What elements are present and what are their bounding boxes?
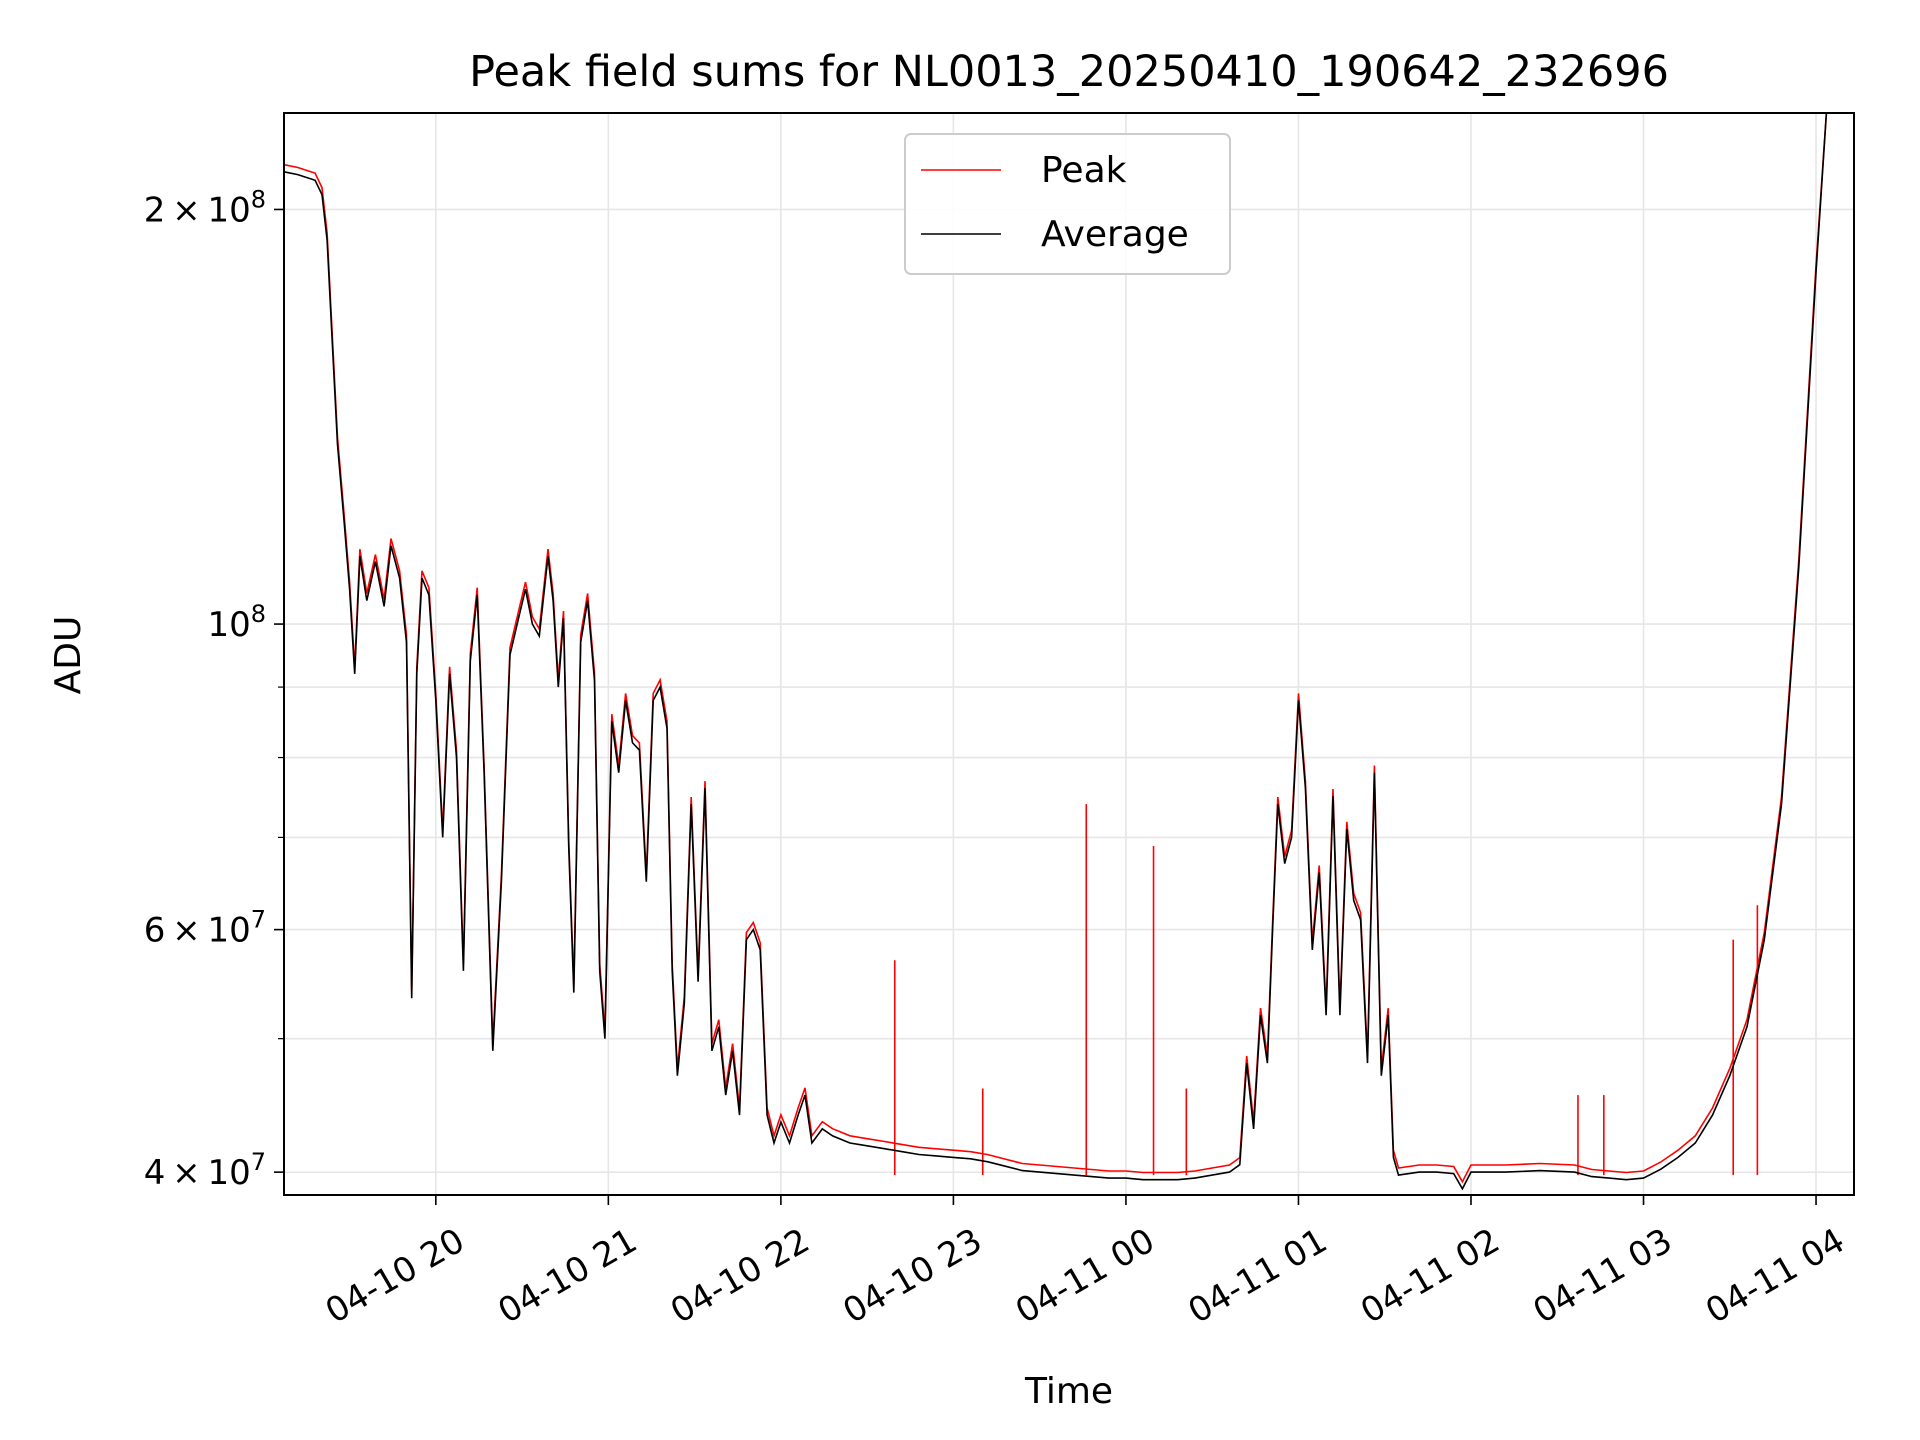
plot-area <box>283 112 1828 1191</box>
y-tick-label: 6 × 107 <box>144 906 266 951</box>
chart-title: Peak field sums for NL0013_20250410_1906… <box>469 47 1669 97</box>
grid-lines <box>284 113 1854 1195</box>
y-tick-label: 108 <box>207 600 266 645</box>
legend-label-average: Average <box>1041 214 1189 255</box>
y-tick-label: 4 × 107 <box>144 1148 266 1193</box>
y-tick-label: 2 × 108 <box>144 185 266 230</box>
average-series-line <box>283 112 1828 1191</box>
legend-box <box>904 133 1231 275</box>
y-axis-title: ADU <box>48 616 89 695</box>
y-axis: 4 × 107 6 × 107 108 2 × 108 <box>144 185 284 1193</box>
x-axis-title: Time <box>1024 1371 1113 1412</box>
legend: Peak Average <box>904 133 1231 275</box>
legend-label-peak: Peak <box>1041 150 1127 191</box>
plot-frame <box>283 112 1855 1196</box>
